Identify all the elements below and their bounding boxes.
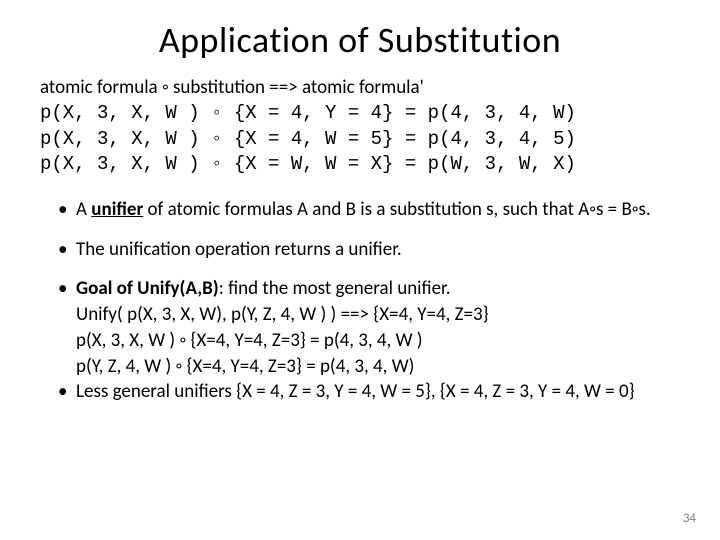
bullet-unification-op: The unification operation returns a unif… <box>58 238 680 262</box>
goal-sub3: p(Y, Z, 4, W ) ◦ {X=4, Y=4, Z=3} = p(4, … <box>76 355 680 379</box>
bullet-unifier: A unifier of atomic formulas A and B is … <box>58 198 680 222</box>
intro-line: atomic formula ◦ substitution ==> atomic… <box>40 76 680 99</box>
goal-sub1: Unify( p(X, 3, X, W), p(Y, Z, 4, W ) ) =… <box>76 303 680 327</box>
bullet-less-general: Less general unifiers {X = 4, Z = 3, Y =… <box>58 380 680 404</box>
text-unifier: unifier <box>91 198 143 221</box>
goal-sub2: p(X, 3, X, W ) ◦ {X=4, Y=4, Z=3} = p(4, … <box>76 329 680 353</box>
slide-number: 34 <box>683 511 696 526</box>
bullet-goal: Goal of Unify(A,B): find the most genera… <box>58 277 680 378</box>
substitution-examples: p(X, 3, X, W ) ◦ {X = 4, Y = 4} = p(4, 3… <box>40 101 680 178</box>
goal-label: Goal of Unify(A,B) <box>76 277 219 300</box>
text-a: A <box>76 198 91 221</box>
slide-title: Application of Substitution <box>40 18 680 62</box>
text-c: of atomic formulas A and B is a substitu… <box>143 198 651 221</box>
goal-rest: : find the most general unifier. <box>219 277 451 300</box>
slide-container: Application of Substitution atomic formu… <box>0 0 720 540</box>
bullet-list: A unifier of atomic formulas A and B is … <box>40 198 680 404</box>
